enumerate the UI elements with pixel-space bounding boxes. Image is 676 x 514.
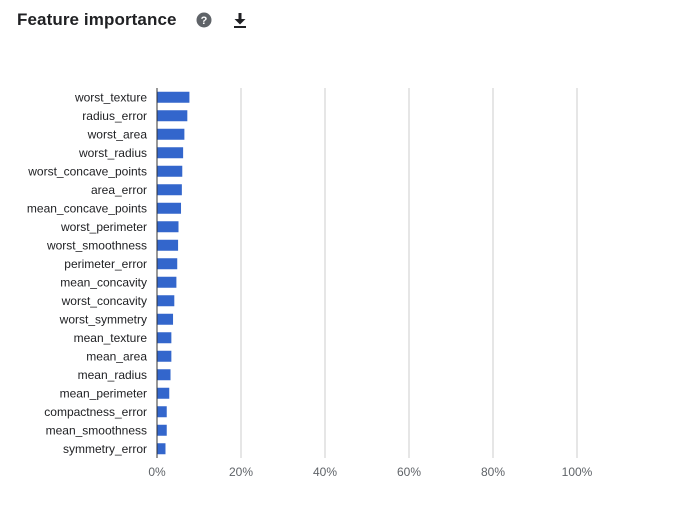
category-label: mean_perimeter <box>60 386 147 400</box>
bar <box>157 202 182 214</box>
category-label: compactness_error <box>44 405 147 419</box>
category-label: worst_smoothness <box>46 238 147 252</box>
help-circle-icon[interactable]: ? <box>195 11 213 29</box>
bar <box>157 110 188 122</box>
bar <box>157 406 167 418</box>
x-tick-label: 0% <box>148 465 166 479</box>
bar <box>157 295 175 307</box>
x-tick-label: 20% <box>229 465 253 479</box>
category-label: mean_texture <box>74 331 148 345</box>
category-label: worst_perimeter <box>60 220 147 234</box>
bar <box>157 424 167 436</box>
x-tick-label: 40% <box>313 465 337 479</box>
x-tick-label: 60% <box>397 465 421 479</box>
category-label: radius_error <box>82 109 147 123</box>
svg-text:?: ? <box>200 15 207 27</box>
category-label: mean_area <box>86 349 147 363</box>
bar <box>157 443 166 455</box>
bar <box>157 313 174 325</box>
x-tick-label: 100% <box>562 465 593 479</box>
category-label: symmetry_error <box>63 442 147 456</box>
bar <box>157 276 177 288</box>
category-label: mean_radius <box>78 368 147 382</box>
bar <box>157 91 190 103</box>
bar <box>157 258 178 270</box>
x-tick-label: 80% <box>481 465 505 479</box>
category-label: worst_concavity <box>61 294 147 308</box>
bar <box>157 184 182 196</box>
category-label: mean_concave_points <box>27 201 147 215</box>
bar <box>157 165 183 177</box>
category-label: worst_concave_points <box>27 164 147 178</box>
bar <box>157 221 179 233</box>
category-label: mean_smoothness <box>46 423 147 437</box>
bar <box>157 350 172 362</box>
category-label: mean_concavity <box>60 275 147 289</box>
category-label: worst_radius <box>78 146 147 160</box>
chart-title: Feature importance <box>17 10 177 29</box>
bar <box>157 387 170 399</box>
category-label: worst_symmetry <box>59 312 147 326</box>
bar <box>157 369 171 381</box>
category-label: area_error <box>91 183 147 197</box>
category-label: worst_area <box>87 127 148 141</box>
category-label: perimeter_error <box>64 257 147 271</box>
bar <box>157 147 184 159</box>
category-label: worst_texture <box>74 90 147 104</box>
bar <box>157 128 185 140</box>
bar <box>157 239 179 251</box>
bar <box>157 332 172 344</box>
download-icon[interactable] <box>231 11 249 29</box>
chart-header: Feature importance ? <box>17 6 249 34</box>
